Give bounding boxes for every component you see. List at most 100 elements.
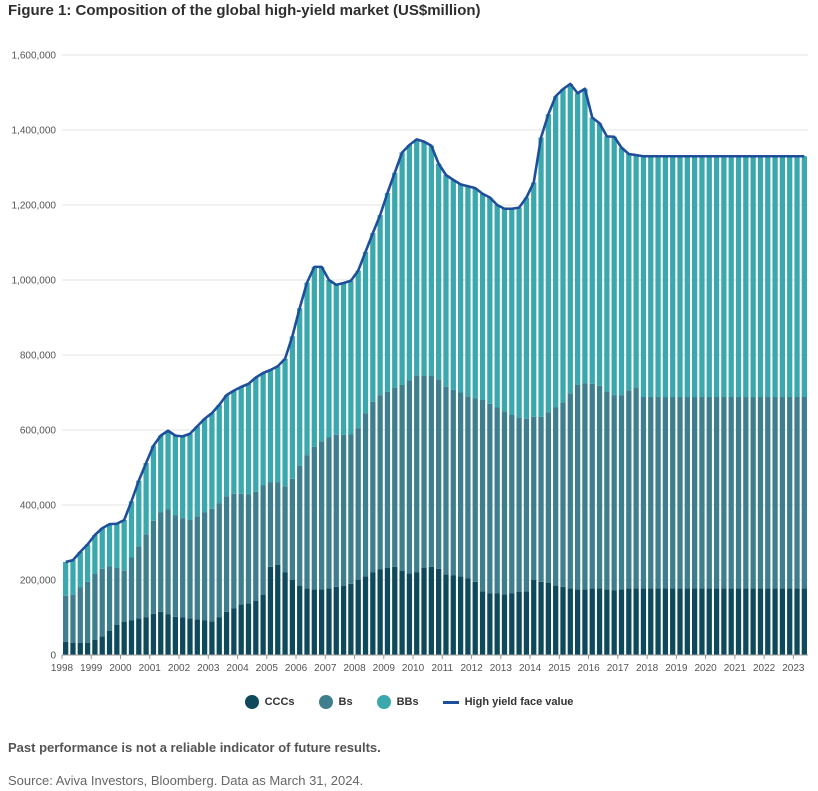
bar-b (531, 416, 537, 581)
bar-bb (677, 156, 683, 397)
bar-b (560, 402, 566, 587)
bar-b (114, 568, 120, 625)
bar-ccc (436, 568, 442, 655)
bar-b (340, 434, 347, 586)
gridlines (62, 54, 808, 656)
bar-bb (538, 137, 544, 417)
bar-b (494, 407, 500, 594)
bar-b (187, 520, 193, 619)
bar-bb (713, 156, 720, 397)
bar-bb (706, 156, 712, 397)
bar-b (136, 546, 142, 619)
y-tick-label: 400,000 (20, 501, 57, 512)
bar-ccc (713, 588, 720, 655)
bar-bb (611, 136, 617, 396)
bar-ccc (794, 588, 800, 655)
bar-ccc (662, 588, 669, 655)
bar-bb (728, 156, 734, 397)
bar-b (223, 496, 230, 612)
bar-b (84, 581, 91, 643)
bar-ccc (231, 608, 237, 656)
bar-bb (128, 501, 135, 558)
bar-ccc (99, 636, 105, 655)
bar-bb (216, 404, 222, 504)
bar-ccc (450, 575, 456, 655)
bar-b (128, 557, 135, 621)
bar-bb (114, 523, 120, 568)
bar-b (77, 587, 83, 643)
bar-bb (494, 205, 500, 408)
bar-b (180, 518, 186, 618)
bar-b (487, 403, 493, 594)
bar-bb (487, 197, 493, 404)
x-tick-label: 2008 (343, 663, 366, 674)
bar-b (626, 390, 632, 589)
bar-ccc (735, 588, 742, 655)
bar-b (479, 400, 486, 592)
x-tick: 2016 (577, 663, 600, 674)
bar-b (721, 397, 727, 589)
bar-bb (399, 152, 405, 385)
bar-b (670, 397, 676, 589)
bar-bb (670, 156, 676, 397)
bar-ccc (304, 588, 310, 655)
bar-ccc (223, 611, 230, 656)
bar-bb (589, 117, 595, 384)
bar-bb (545, 114, 551, 413)
bar-ccc (728, 588, 734, 655)
x-tick-label: 2013 (490, 663, 513, 674)
bar-b (765, 397, 771, 589)
bar-bb (721, 156, 727, 397)
bar-b (706, 397, 712, 589)
bar-b (472, 398, 478, 582)
bar-ccc (677, 588, 683, 655)
bar-b (158, 512, 164, 612)
bar-ccc (253, 600, 259, 656)
bar-ccc (626, 588, 632, 655)
bar-b (150, 520, 157, 614)
x-tick: 2007 (314, 663, 337, 674)
bar-ccc (121, 622, 127, 655)
bar-b (692, 397, 698, 589)
bar-ccc (750, 588, 756, 655)
bar-bb (180, 436, 186, 519)
bar-bb (772, 156, 778, 397)
y-tick-label: 0 (50, 651, 56, 662)
bar-b (370, 401, 376, 573)
bar-ccc (406, 573, 413, 655)
bar-b (772, 397, 778, 589)
bar-bb (794, 156, 800, 397)
x-tick: 2018 (636, 663, 659, 674)
bar-b (457, 392, 464, 577)
bar-bb (457, 184, 464, 393)
bar-ccc (201, 620, 208, 655)
bar-ccc (670, 588, 676, 655)
bar-b (297, 465, 303, 586)
bar-ccc (297, 585, 303, 656)
bar-bb (84, 544, 91, 582)
bar-ccc (165, 614, 171, 655)
bar-b (699, 397, 705, 589)
bar-bb (231, 390, 237, 494)
y-tick-label: 600,000 (20, 426, 57, 437)
bar-bb (319, 266, 325, 442)
bar-ccc (348, 583, 354, 655)
bar-ccc (648, 588, 654, 655)
x-tick-label: 2019 (665, 663, 688, 674)
bar-ccc (428, 566, 434, 656)
legend-label-high-yield: High yield face value (464, 696, 574, 708)
x-tick-label: 2015 (548, 663, 571, 674)
bar-ccc (333, 586, 339, 655)
y-tick: 1,000,000 (12, 276, 57, 287)
bar-b (414, 375, 420, 573)
bar-b (253, 491, 259, 601)
x-tick: 2010 (402, 663, 425, 674)
y-tick-label: 1,600,000 (12, 51, 57, 62)
bar-b (787, 397, 793, 589)
x-tick-label: 2016 (577, 663, 600, 674)
bar-ccc (494, 593, 500, 656)
bar-bb (201, 418, 208, 513)
bar-bb (326, 280, 332, 438)
x-tick: 2009 (373, 663, 396, 674)
bar-bb (604, 136, 610, 392)
